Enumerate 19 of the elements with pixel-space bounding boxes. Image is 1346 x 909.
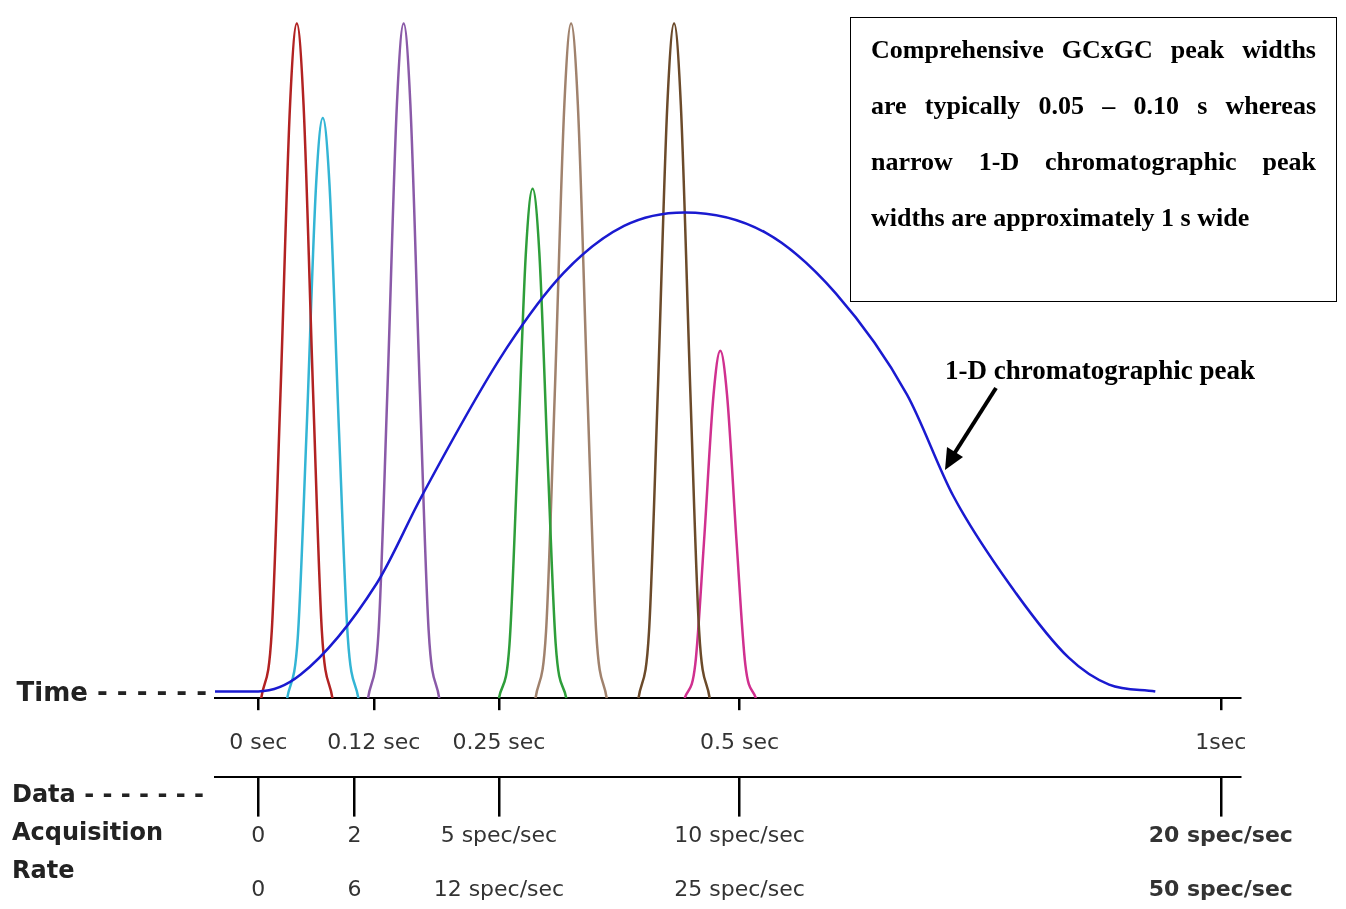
x-tick-label: 0 sec	[229, 729, 288, 755]
text: 6	[347, 875, 362, 901]
x2-tick-label: 0	[251, 821, 266, 847]
x2-tick-label: 20 spec/sec	[1148, 821, 1293, 847]
x2-tick-label: 5 spec/sec	[440, 821, 558, 847]
text: 0	[251, 875, 266, 901]
annotation: 1-D chromatographic peak	[945, 355, 1255, 386]
x2-axis-title: Data - - - - - - - Acquisition Rate	[12, 779, 205, 886]
x-tick-label: 0.12 sec	[327, 729, 421, 755]
annotation: Comprehensive GCxGC peak widths are typically 0.05 – 0.10 s whereas narrow 1-D chromatographic peak widths are approximately 1 s wide	[850, 17, 1337, 302]
x2-tick-label: 10 spec/sec	[674, 821, 805, 847]
x-tick-label: 1sec	[1195, 729, 1247, 755]
text: 50 spec/sec	[1148, 875, 1293, 901]
x-tick-label: 0.25 sec	[452, 729, 546, 755]
text: 12 spec/sec	[433, 875, 565, 901]
x-tick-label: 0.5 sec	[699, 729, 780, 755]
text: 25 spec/sec	[674, 875, 805, 901]
x2-tick-label: 2	[347, 821, 362, 847]
x-axis-title: Time - - - - - -	[16, 676, 207, 707]
